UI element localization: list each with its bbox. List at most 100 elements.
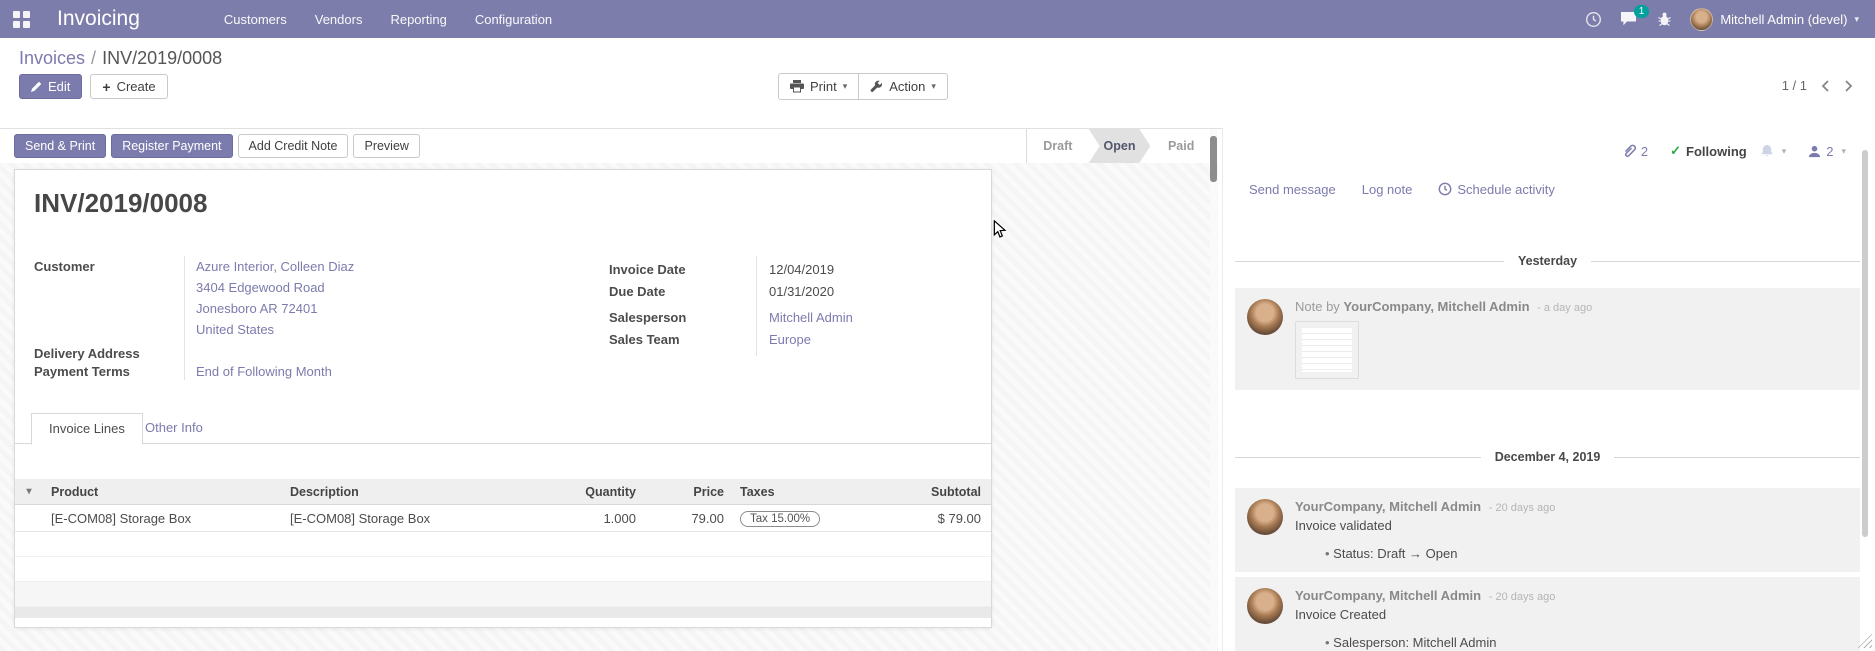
status-open[interactable]: Open xyxy=(1089,129,1151,163)
date-divider: Yesterday xyxy=(1235,252,1860,270)
action-button[interactable]: Action ▾ xyxy=(858,73,948,100)
apps-menu-icon[interactable] xyxy=(13,10,30,28)
print-button[interactable]: Print ▾ xyxy=(778,73,860,100)
sales-team-value[interactable]: Europe xyxy=(769,332,811,347)
debug-bug-icon[interactable] xyxy=(1657,11,1672,27)
message-header: YourCompany, Mitchell Admin - 20 days ag… xyxy=(1295,499,1848,514)
salesperson-value[interactable]: Mitchell Admin xyxy=(769,310,853,325)
attachments-button[interactable]: 2 xyxy=(1622,144,1648,159)
message-author[interactable]: YourCompany, Mitchell Admin xyxy=(1295,499,1482,514)
delivery-address-label: Delivery Address xyxy=(34,346,140,361)
cell-product[interactable]: [E-COM08] Storage Box xyxy=(51,510,192,526)
form-scrollbar[interactable] xyxy=(1210,129,1217,651)
cell-subtotal[interactable]: $ 79.00 xyxy=(937,510,981,526)
messages-icon[interactable]: 1 xyxy=(1620,5,1650,27)
customer-address-line: United States xyxy=(196,322,275,337)
tab-invoice-lines[interactable]: Invoice Lines xyxy=(31,413,143,445)
horizontal-scrollbar[interactable] xyxy=(15,607,991,618)
chatter-scrollbar[interactable] xyxy=(1862,150,1868,537)
log-note-button[interactable]: Log note xyxy=(1361,181,1413,197)
print-action-group: Print ▾ Action ▾ xyxy=(778,73,948,100)
avatar[interactable] xyxy=(1247,499,1283,535)
schedule-activity-button[interactable]: Schedule activity xyxy=(1438,182,1555,197)
add-credit-note-button[interactable]: Add Credit Note xyxy=(237,134,349,158)
avatar[interactable] xyxy=(1247,299,1283,335)
record-buttons: Edit + Create xyxy=(19,74,168,99)
breadcrumb-current: INV/2019/0008 xyxy=(102,48,223,68)
message-author[interactable]: YourCompany, Mitchell Admin xyxy=(1295,588,1482,603)
status-draft[interactable]: Draft xyxy=(1043,139,1073,153)
bell-icon xyxy=(1761,145,1773,157)
app-title[interactable]: Invoicing xyxy=(57,7,140,30)
pager-previous-icon[interactable] xyxy=(1821,79,1830,92)
followers-icon xyxy=(1809,145,1821,157)
check-icon: ✓ xyxy=(1670,143,1682,158)
table-row[interactable]: [E-COM08] Storage Box [E-COM08] Storage … xyxy=(15,505,991,532)
pencil-icon xyxy=(31,81,42,92)
payment-terms-value[interactable]: End of Following Month xyxy=(196,364,332,379)
col-quantity[interactable]: Quantity xyxy=(585,484,636,499)
tracking-change: Salesperson: Mitchell Admin xyxy=(1295,635,1848,650)
followers-button[interactable]: 2 ▾ xyxy=(1808,144,1846,159)
table-header-row: ▾ Product Description Quantity Price Tax… xyxy=(15,479,991,505)
breadcrumb: Invoices / INV/2019/0008 xyxy=(19,48,222,69)
register-payment-button[interactable]: Register Payment xyxy=(111,134,233,158)
status-widget: Draft Open Paid xyxy=(1026,129,1212,163)
create-button[interactable]: + Create xyxy=(90,74,168,99)
pager-next-icon[interactable] xyxy=(1844,79,1853,92)
attachments-count: 2 xyxy=(1640,143,1649,159)
col-price[interactable]: Price xyxy=(693,484,724,499)
scrollbar-thumb[interactable] xyxy=(1210,136,1217,182)
col-taxes[interactable]: Taxes xyxy=(740,484,775,499)
avatar[interactable] xyxy=(1247,588,1283,624)
col-subtotal[interactable]: Subtotal xyxy=(931,484,981,499)
col-product[interactable]: Product xyxy=(51,484,99,499)
sort-caret-icon[interactable]: ▾ xyxy=(26,486,32,497)
col-description[interactable]: Description xyxy=(290,484,359,499)
attachment-thumbnail[interactable] xyxy=(1295,321,1359,379)
statusbar-buttons: Send & Print Register Payment Add Credit… xyxy=(14,134,420,158)
send-message-button[interactable]: Send message xyxy=(1249,181,1336,197)
chevron-down-icon: ▾ xyxy=(1854,13,1859,24)
messages-badge: 1 xyxy=(1633,5,1650,18)
status-paid[interactable]: Paid xyxy=(1167,139,1195,153)
due-date-value: 01/31/2020 xyxy=(769,284,835,299)
send-print-button[interactable]: Send & Print xyxy=(14,134,107,158)
top-navbar: Invoicing Customers Vendors Reporting Co… xyxy=(0,0,1875,38)
breadcrumb-invoices-link[interactable]: Invoices xyxy=(19,48,86,68)
chevron-down-icon: ▾ xyxy=(842,81,848,91)
tab-other-info[interactable]: Other Info xyxy=(145,420,203,435)
message-time: - a day ago xyxy=(1537,302,1593,314)
edit-button[interactable]: Edit xyxy=(19,74,83,99)
message-time: - 20 days ago xyxy=(1488,502,1556,514)
user-name: Mitchell Admin (devel) xyxy=(1720,11,1848,27)
cell-description[interactable]: [E-COM08] Storage Box xyxy=(290,510,431,526)
preview-button[interactable]: Preview xyxy=(353,134,420,158)
menu-customers[interactable]: Customers xyxy=(223,11,287,27)
chatter-panel: 2 ✓ Following ▾ 2 ▾ Send message Log not… xyxy=(1222,128,1875,651)
following-button[interactable]: ✓ Following ▾ xyxy=(1670,143,1787,159)
customer-address-line: 3404 Edgewood Road xyxy=(196,280,325,295)
menu-reporting[interactable]: Reporting xyxy=(390,11,447,27)
tax-badge[interactable]: Tax 15.00% xyxy=(740,510,821,527)
menu-configuration[interactable]: Configuration xyxy=(474,11,553,27)
chevron-down-icon: ▾ xyxy=(1781,145,1787,156)
customer-link[interactable]: Azure Interior, Colleen Diaz xyxy=(196,259,355,274)
user-avatar xyxy=(1690,7,1714,31)
chatter-topbar: 2 ✓ Following ▾ 2 ▾ xyxy=(1223,128,1875,174)
message-author[interactable]: YourCompany, Mitchell Admin xyxy=(1343,299,1530,314)
invoice-title: INV/2019/0008 xyxy=(34,188,208,218)
user-menu[interactable]: Mitchell Admin (devel) ▾ xyxy=(1690,7,1859,31)
clock-icon xyxy=(1438,182,1452,196)
activities-clock-icon[interactable] xyxy=(1585,11,1602,28)
paperclip-icon xyxy=(1624,144,1636,157)
cell-quantity[interactable]: 1.000 xyxy=(603,510,636,526)
control-panel: Invoices / INV/2019/0008 Edit + Create Pri… xyxy=(0,38,1875,129)
cell-price[interactable]: 79.00 xyxy=(691,510,724,526)
chevron-down-icon: ▾ xyxy=(1841,145,1846,156)
menu-vendors[interactable]: Vendors xyxy=(314,11,363,27)
empty-row xyxy=(15,557,991,582)
pager-counter: 1 / 1 xyxy=(1781,78,1807,93)
notebook-tabs: Invoice Lines Other Info xyxy=(15,413,991,445)
